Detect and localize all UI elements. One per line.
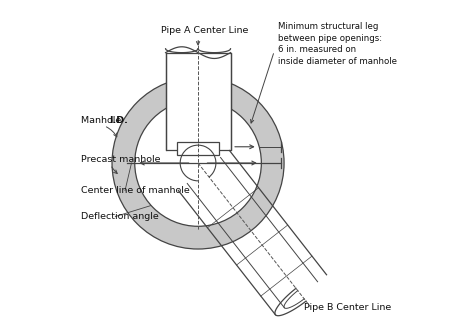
- Bar: [177, 141, 219, 155]
- Text: Precast manhole: Precast manhole: [81, 155, 161, 164]
- Text: Deflection angle: Deflection angle: [81, 212, 159, 221]
- Text: Pipe A Center Line: Pipe A Center Line: [161, 26, 248, 35]
- Bar: [165, 52, 230, 150]
- Circle shape: [135, 100, 261, 226]
- Text: Pipe I.D.: Pipe I.D.: [181, 143, 216, 153]
- Text: Minimum structural leg
between pipe openings:
6 in. measured on
inside diameter : Minimum structural leg between pipe open…: [278, 22, 397, 66]
- Text: I.D.: I.D.: [109, 116, 128, 125]
- Circle shape: [112, 77, 284, 249]
- Text: Pipe B Center Line: Pipe B Center Line: [304, 303, 392, 312]
- Text: Center line of manhole: Center line of manhole: [81, 186, 190, 195]
- Text: Manhole: Manhole: [81, 116, 125, 125]
- Text: Pipe O.D.: Pipe O.D.: [179, 126, 218, 135]
